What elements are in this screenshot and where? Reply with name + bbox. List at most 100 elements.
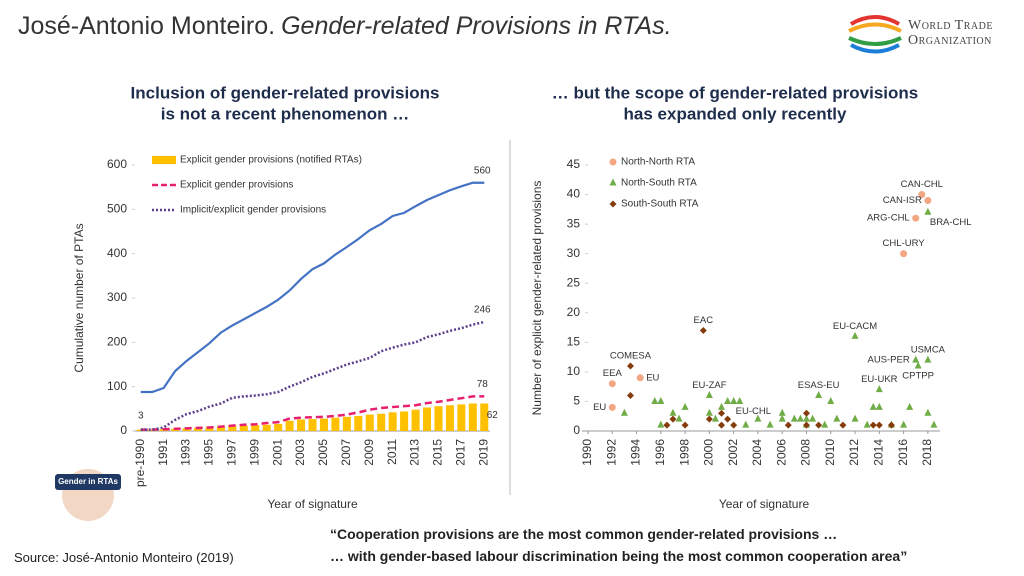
legend-label: Explicit gender provisions (notified RTA… (180, 155, 362, 166)
point (802, 421, 810, 429)
bar (457, 404, 466, 431)
point (875, 385, 883, 393)
x-tick-label: 1990 (580, 439, 594, 466)
badge-text: Gender in RTAs (58, 477, 118, 486)
x-tick-label: 1992 (604, 439, 618, 466)
point (930, 420, 938, 428)
bar (193, 427, 202, 431)
y-tick-label: 0 (120, 423, 127, 437)
point (711, 414, 719, 422)
y-tick-label: 10 (567, 364, 581, 378)
point (827, 396, 835, 404)
x-tick-label: 2000 (702, 439, 716, 466)
point-label: USMCA (911, 345, 946, 356)
legend-label: North-South RTA (621, 178, 697, 189)
point (851, 331, 859, 339)
point (651, 396, 659, 404)
y-tick-label: 25 (567, 275, 581, 289)
bar (342, 416, 351, 431)
point (724, 396, 732, 404)
x-tick-label: 1993 (179, 439, 193, 466)
x-tick-label: 2003 (293, 439, 307, 466)
point (669, 408, 677, 416)
point (869, 402, 877, 410)
point (784, 421, 792, 429)
y-tick-label: 600 (107, 157, 127, 171)
bar (205, 427, 214, 431)
x-tick-label: 2002 (726, 439, 740, 466)
bar (423, 407, 432, 431)
y-tick-label: 40 (567, 187, 581, 201)
x-tick-label: 2001 (270, 439, 284, 466)
point (815, 421, 823, 429)
point (705, 391, 713, 399)
y-tick-label: 500 (107, 202, 127, 216)
data-label: 78 (477, 379, 489, 390)
y-tick-label: 100 (107, 379, 127, 393)
x-tick-label: 2017 (454, 439, 468, 466)
x-tick-label: 2006 (774, 439, 788, 466)
logo-mark (848, 15, 902, 54)
legend-swatch (152, 156, 176, 164)
bar (182, 428, 191, 431)
y-tick-label: 45 (567, 157, 581, 171)
point-label: CAN-ISR (883, 195, 922, 206)
bar (308, 419, 317, 431)
point (796, 414, 804, 422)
point (924, 196, 932, 204)
x-tick-label: 2012 (847, 439, 861, 466)
chart-title: is not a recent phenomenon … (161, 104, 409, 123)
point-label: EU-CHL (736, 406, 771, 417)
point (778, 408, 786, 416)
header: José-Antonio Monteiro. Gender-related Pro… (18, 12, 672, 41)
bar (365, 414, 374, 431)
chart-title: Inclusion of gender-related provisions (131, 83, 440, 102)
point (914, 361, 922, 369)
point (718, 421, 726, 429)
point (657, 396, 665, 404)
point (863, 420, 871, 428)
point (912, 214, 920, 222)
point-label: EEA (603, 368, 623, 379)
bar (216, 426, 225, 431)
point (705, 415, 713, 423)
point (900, 250, 908, 258)
point (766, 420, 774, 428)
point (924, 355, 932, 363)
point (675, 414, 683, 422)
series-line (140, 181, 485, 394)
point-label: EU (593, 402, 606, 413)
legend-swatch (609, 200, 617, 208)
point-label: AUS-PER (867, 355, 909, 366)
point (912, 355, 920, 363)
point (608, 403, 616, 411)
point-label: EU (646, 372, 659, 383)
bar (377, 413, 386, 431)
data-label: 246 (474, 305, 491, 316)
point (839, 421, 847, 429)
badge-box (55, 474, 121, 490)
point (802, 414, 810, 422)
bar (331, 417, 340, 431)
logo-text: World Trade Organization (908, 18, 993, 48)
y-tick-label: 20 (567, 305, 581, 319)
point (742, 420, 750, 428)
point (663, 421, 671, 429)
point (620, 408, 628, 416)
logo-line: Organization (908, 33, 992, 48)
point (815, 391, 823, 399)
x-tick-label: 2005 (316, 439, 330, 466)
point (851, 414, 859, 422)
x-tick-label: pre-1990 (133, 439, 147, 487)
bar (251, 425, 260, 431)
x-axis-label: Year of signature (267, 497, 358, 511)
bar (434, 406, 443, 431)
bar (262, 424, 271, 431)
legend-label: South-South RTA (621, 199, 699, 210)
data-label: 560 (474, 165, 491, 176)
point (778, 414, 786, 422)
x-tick-label: 2013 (408, 439, 422, 466)
source: Source: José-Antonio Monteiro (2019) (14, 550, 234, 565)
x-tick-label: 2008 (799, 439, 813, 466)
